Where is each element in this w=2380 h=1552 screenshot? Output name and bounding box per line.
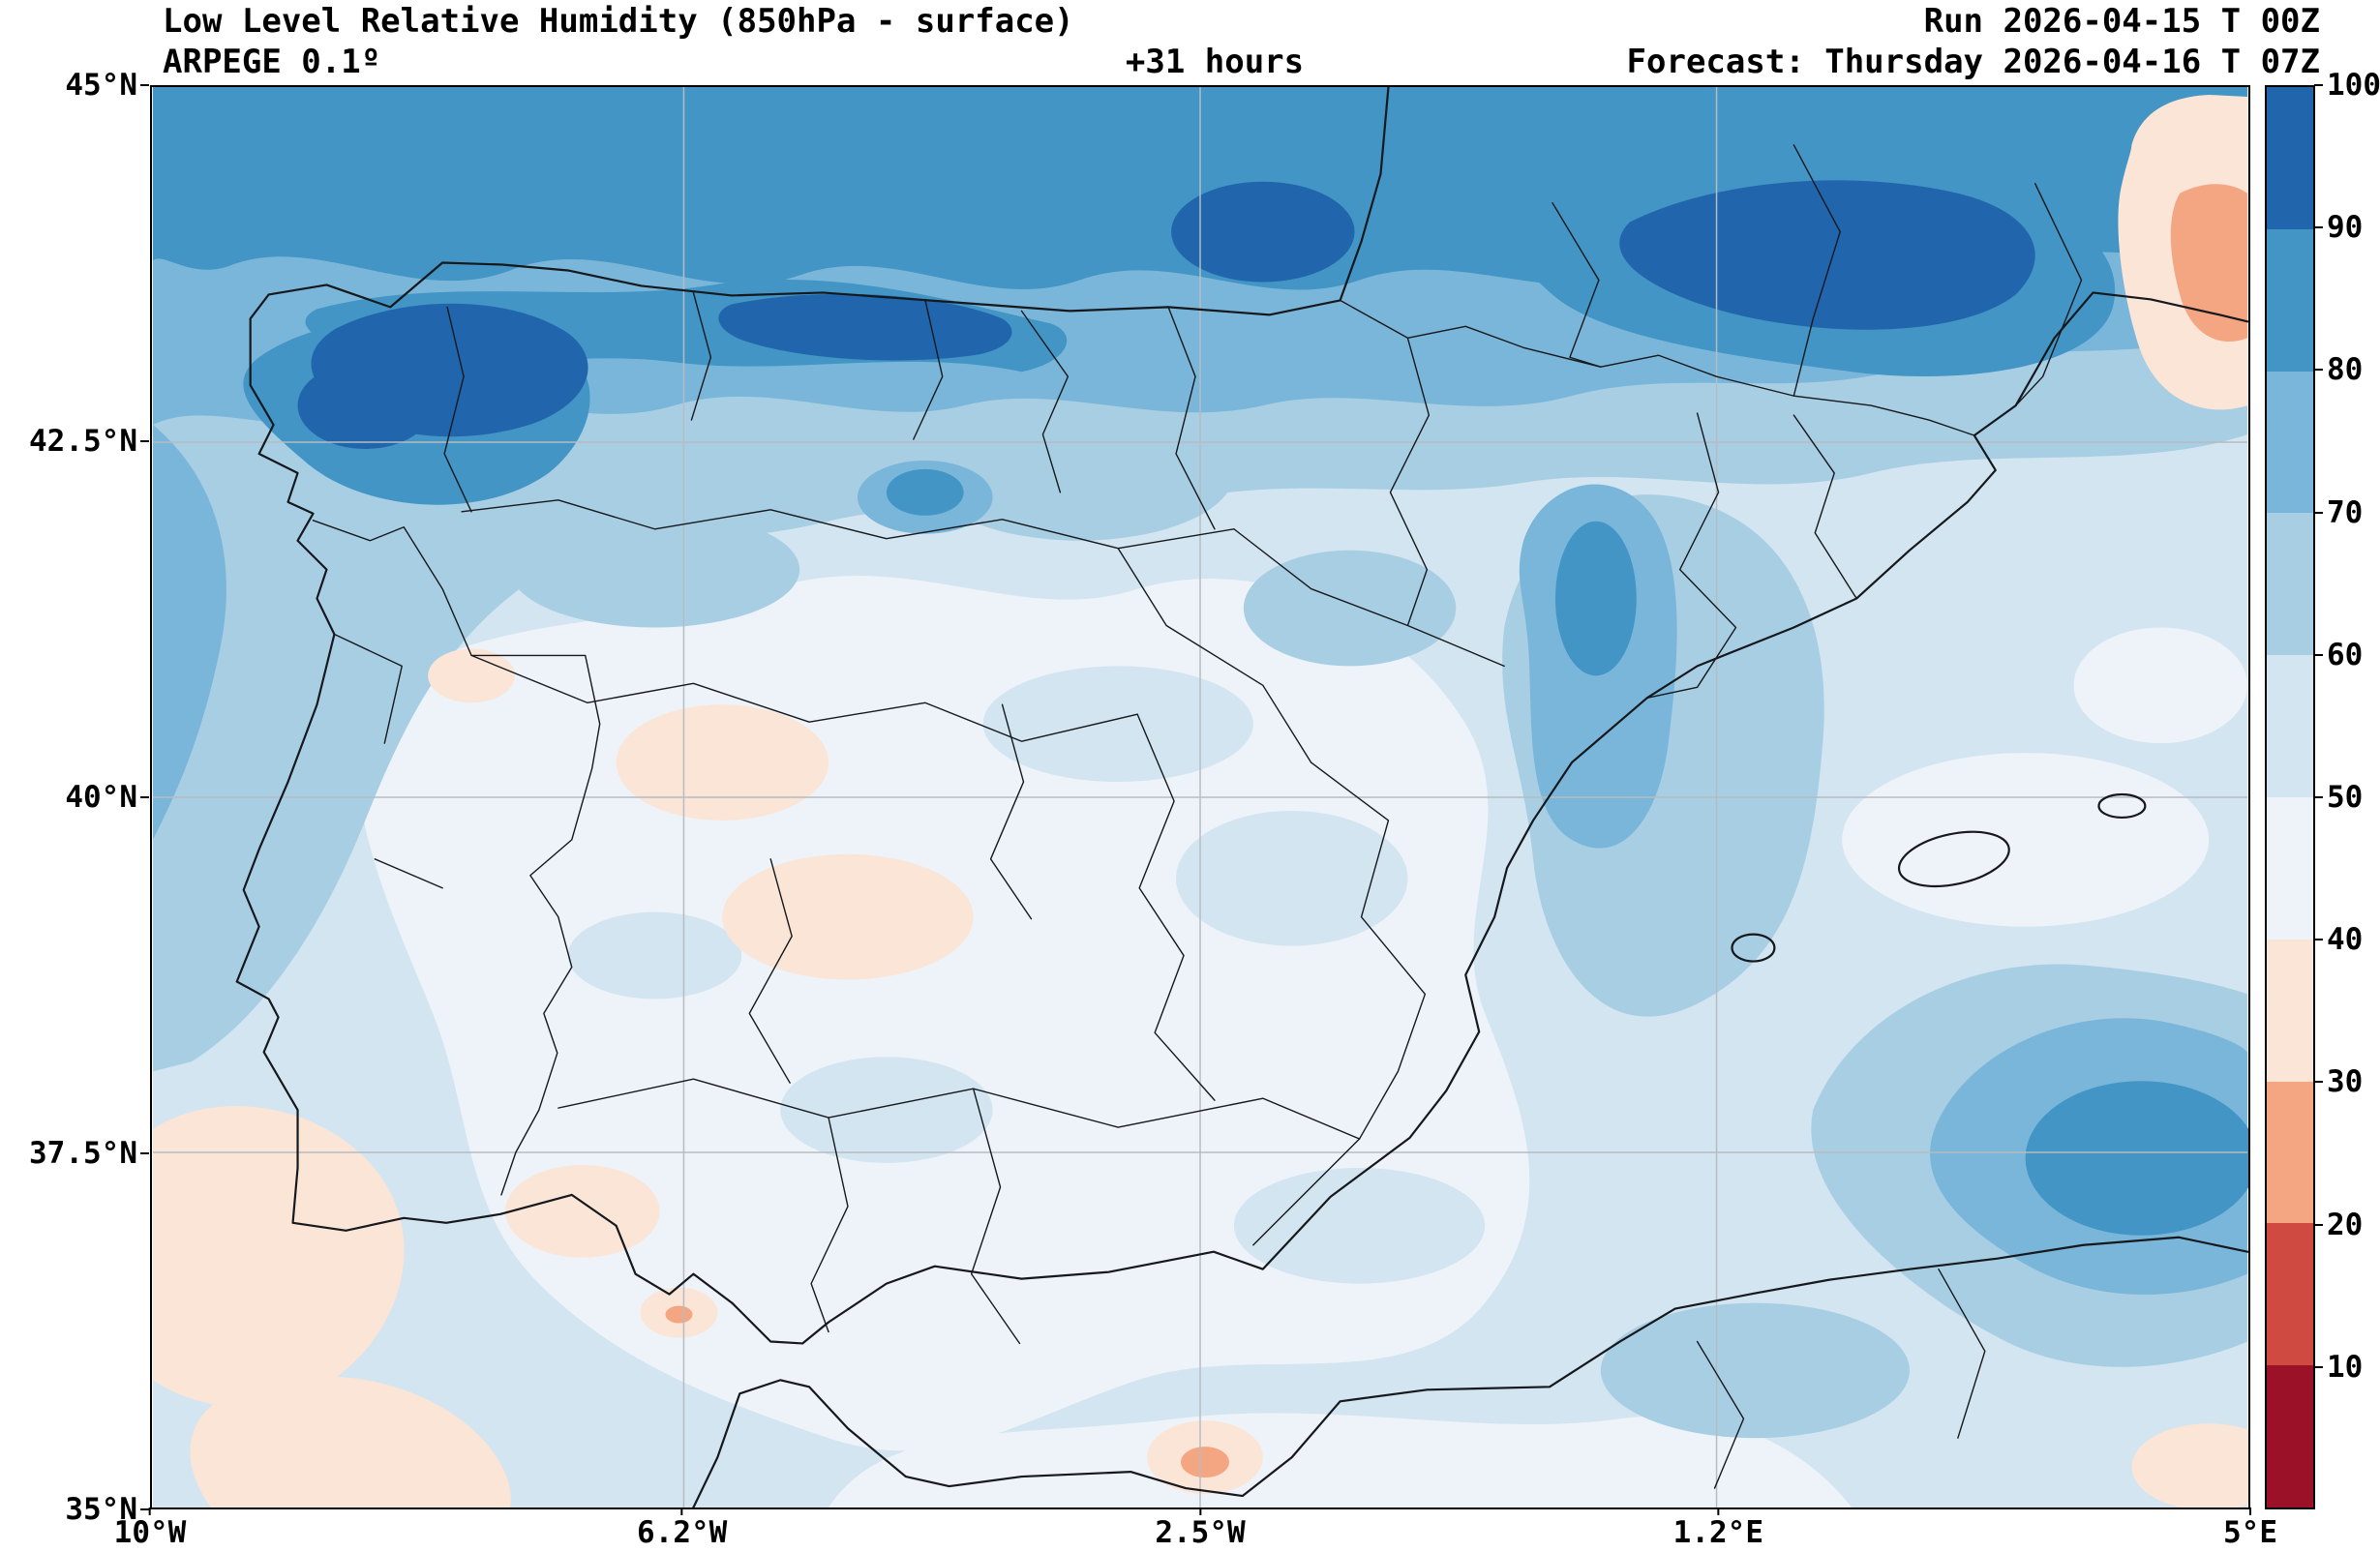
lat-tick-35°N: 35°N [0, 1492, 149, 1527]
colorbar-tick-70: 70 [2313, 494, 2364, 530]
lon-tick-6.2°W: 6.2°W [636, 1507, 728, 1550]
colorbar-segment-70-80 [2267, 371, 2313, 514]
colorbar-segment-0-10 [2267, 1365, 2313, 1507]
coastlines [235, 87, 2248, 1507]
colorbar-tick-90: 90 [2313, 210, 2364, 246]
colorbar [2265, 85, 2315, 1509]
colorbar-segment-30-40 [2267, 939, 2313, 1082]
colorbar-segment-90-100 [2267, 87, 2313, 229]
forecast-label: Forecast: Thursday 2026-04-16 T 07Z [1626, 43, 2320, 81]
ibiza-island [1731, 933, 1776, 963]
lon-tick-5°E: 5°E [2223, 1507, 2277, 1550]
lon-tick-10°W: 10°W [113, 1507, 187, 1550]
lat-tick-37.5°N: 37.5°N [0, 1136, 149, 1171]
humidity-map-svg [152, 87, 2248, 1507]
colorbar-tick-40: 40 [2313, 922, 2364, 958]
lead-time-label: +31 hours [1125, 43, 1305, 81]
colorbar-segment-10-20 [2267, 1223, 2313, 1366]
lat-tick-42.5°N: 42.5°N [0, 424, 149, 459]
mallorca-island [1897, 830, 2010, 887]
colorbar-segment-60-70 [2267, 513, 2313, 656]
lat-tick-45°N: 45°N [0, 68, 149, 103]
chart-title: Low Level Relative Humidity (850hPa - su… [163, 2, 1074, 41]
run-label: Run 2026-04-15 T 00Z [1923, 2, 2320, 41]
colorbar-tick-20: 20 [2313, 1207, 2364, 1242]
colorbar-tick-30: 30 [2313, 1064, 2364, 1100]
colorbar-tick-60: 60 [2313, 637, 2364, 672]
admin-borders [312, 144, 2083, 1489]
colorbar-segment-40-50 [2267, 796, 2313, 940]
lat-tick-40°N: 40°N [0, 780, 149, 815]
map-plot [150, 85, 2250, 1509]
colorbar-segment-80-90 [2267, 228, 2313, 372]
colorbar-segment-50-60 [2267, 655, 2313, 797]
menorca-island [2097, 792, 2147, 820]
colorbar-segment-20-30 [2267, 1081, 2313, 1224]
grid-lines [152, 87, 2248, 1507]
colorbar-tick-80: 80 [2313, 352, 2364, 388]
colorbar-tick-10: 10 [2313, 1349, 2364, 1385]
lon-tick-1.2°E: 1.2°E [1672, 1507, 1763, 1550]
colorbar-tick-50: 50 [2313, 780, 2364, 815]
model-label: ARPEGE 0.1º [163, 43, 381, 81]
colorbar-tick-100: 100 [2314, 68, 2380, 103]
lon-tick-2.5°W: 2.5°W [1155, 1507, 1246, 1550]
